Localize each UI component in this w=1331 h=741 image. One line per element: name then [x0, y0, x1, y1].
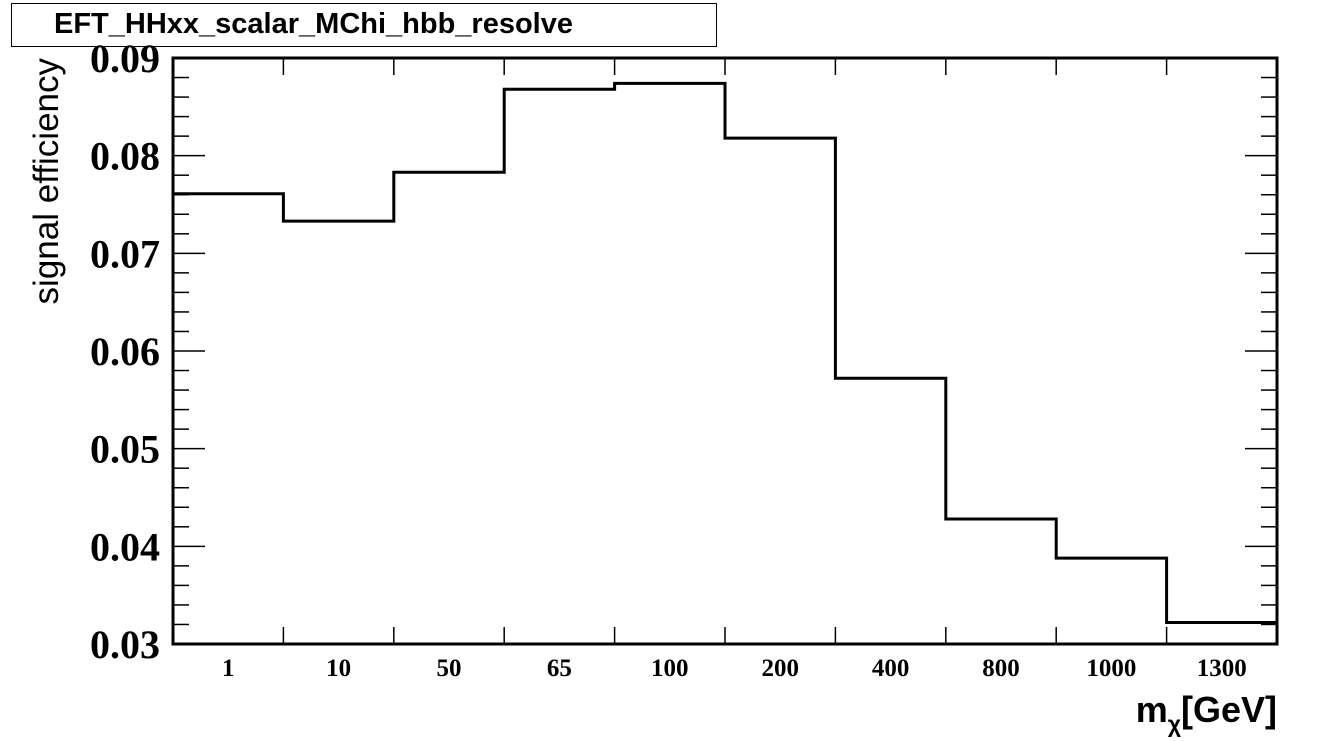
- y-tick-labels: 0.03 0.04 0.05 0.06 0.07 0.08 0.09: [90, 36, 160, 667]
- x-axis-title-unit: [GeV]: [1181, 689, 1277, 730]
- x-tick-label: 65: [547, 655, 572, 682]
- y-tick-label: 0.09: [90, 36, 160, 81]
- histogram-step-line: [173, 81, 1277, 624]
- x-tick-label: 200: [761, 655, 799, 682]
- x-axis-title-main: m: [1136, 689, 1168, 730]
- x-tick-label: 100: [651, 655, 689, 682]
- x-tick-label: 50: [437, 655, 462, 682]
- y-tick-label: 0.03: [90, 622, 160, 667]
- plot-frame: [171, 56, 1279, 646]
- x-tick-label: 1000: [1086, 655, 1136, 682]
- minor-ticks: [173, 76, 1277, 626]
- major-ticks: [173, 57, 1277, 645]
- y-axis-title: signal efficiency: [27, 58, 66, 305]
- x-tick-label: 10: [326, 655, 351, 682]
- x-axis-title-subscript: χ: [1168, 711, 1182, 737]
- x-bin-ticks: [282, 58, 1168, 644]
- x-axis-title: mχ[GeV]: [1136, 689, 1277, 737]
- x-tick-label: 400: [872, 655, 910, 682]
- y-tick-label: 0.04: [90, 524, 160, 569]
- y-tick-label: 0.08: [90, 134, 160, 179]
- y-tick-label: 0.05: [90, 427, 160, 472]
- x-tick-labels: 1 10 50 65 100 200 400 800 1000 1300: [222, 655, 1247, 682]
- chart-title: EFT_HHxx_scalar_MChi_hbb_resolve: [11, 3, 717, 47]
- x-tick-label: 1: [222, 655, 235, 682]
- x-tick-label: 800: [982, 655, 1020, 682]
- x-tick-label: 1300: [1197, 655, 1247, 682]
- y-tick-label: 0.07: [90, 231, 160, 276]
- y-tick-label: 0.06: [90, 329, 160, 374]
